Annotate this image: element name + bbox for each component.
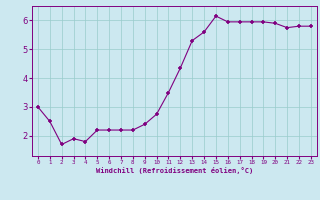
X-axis label: Windchill (Refroidissement éolien,°C): Windchill (Refroidissement éolien,°C) bbox=[96, 167, 253, 174]
